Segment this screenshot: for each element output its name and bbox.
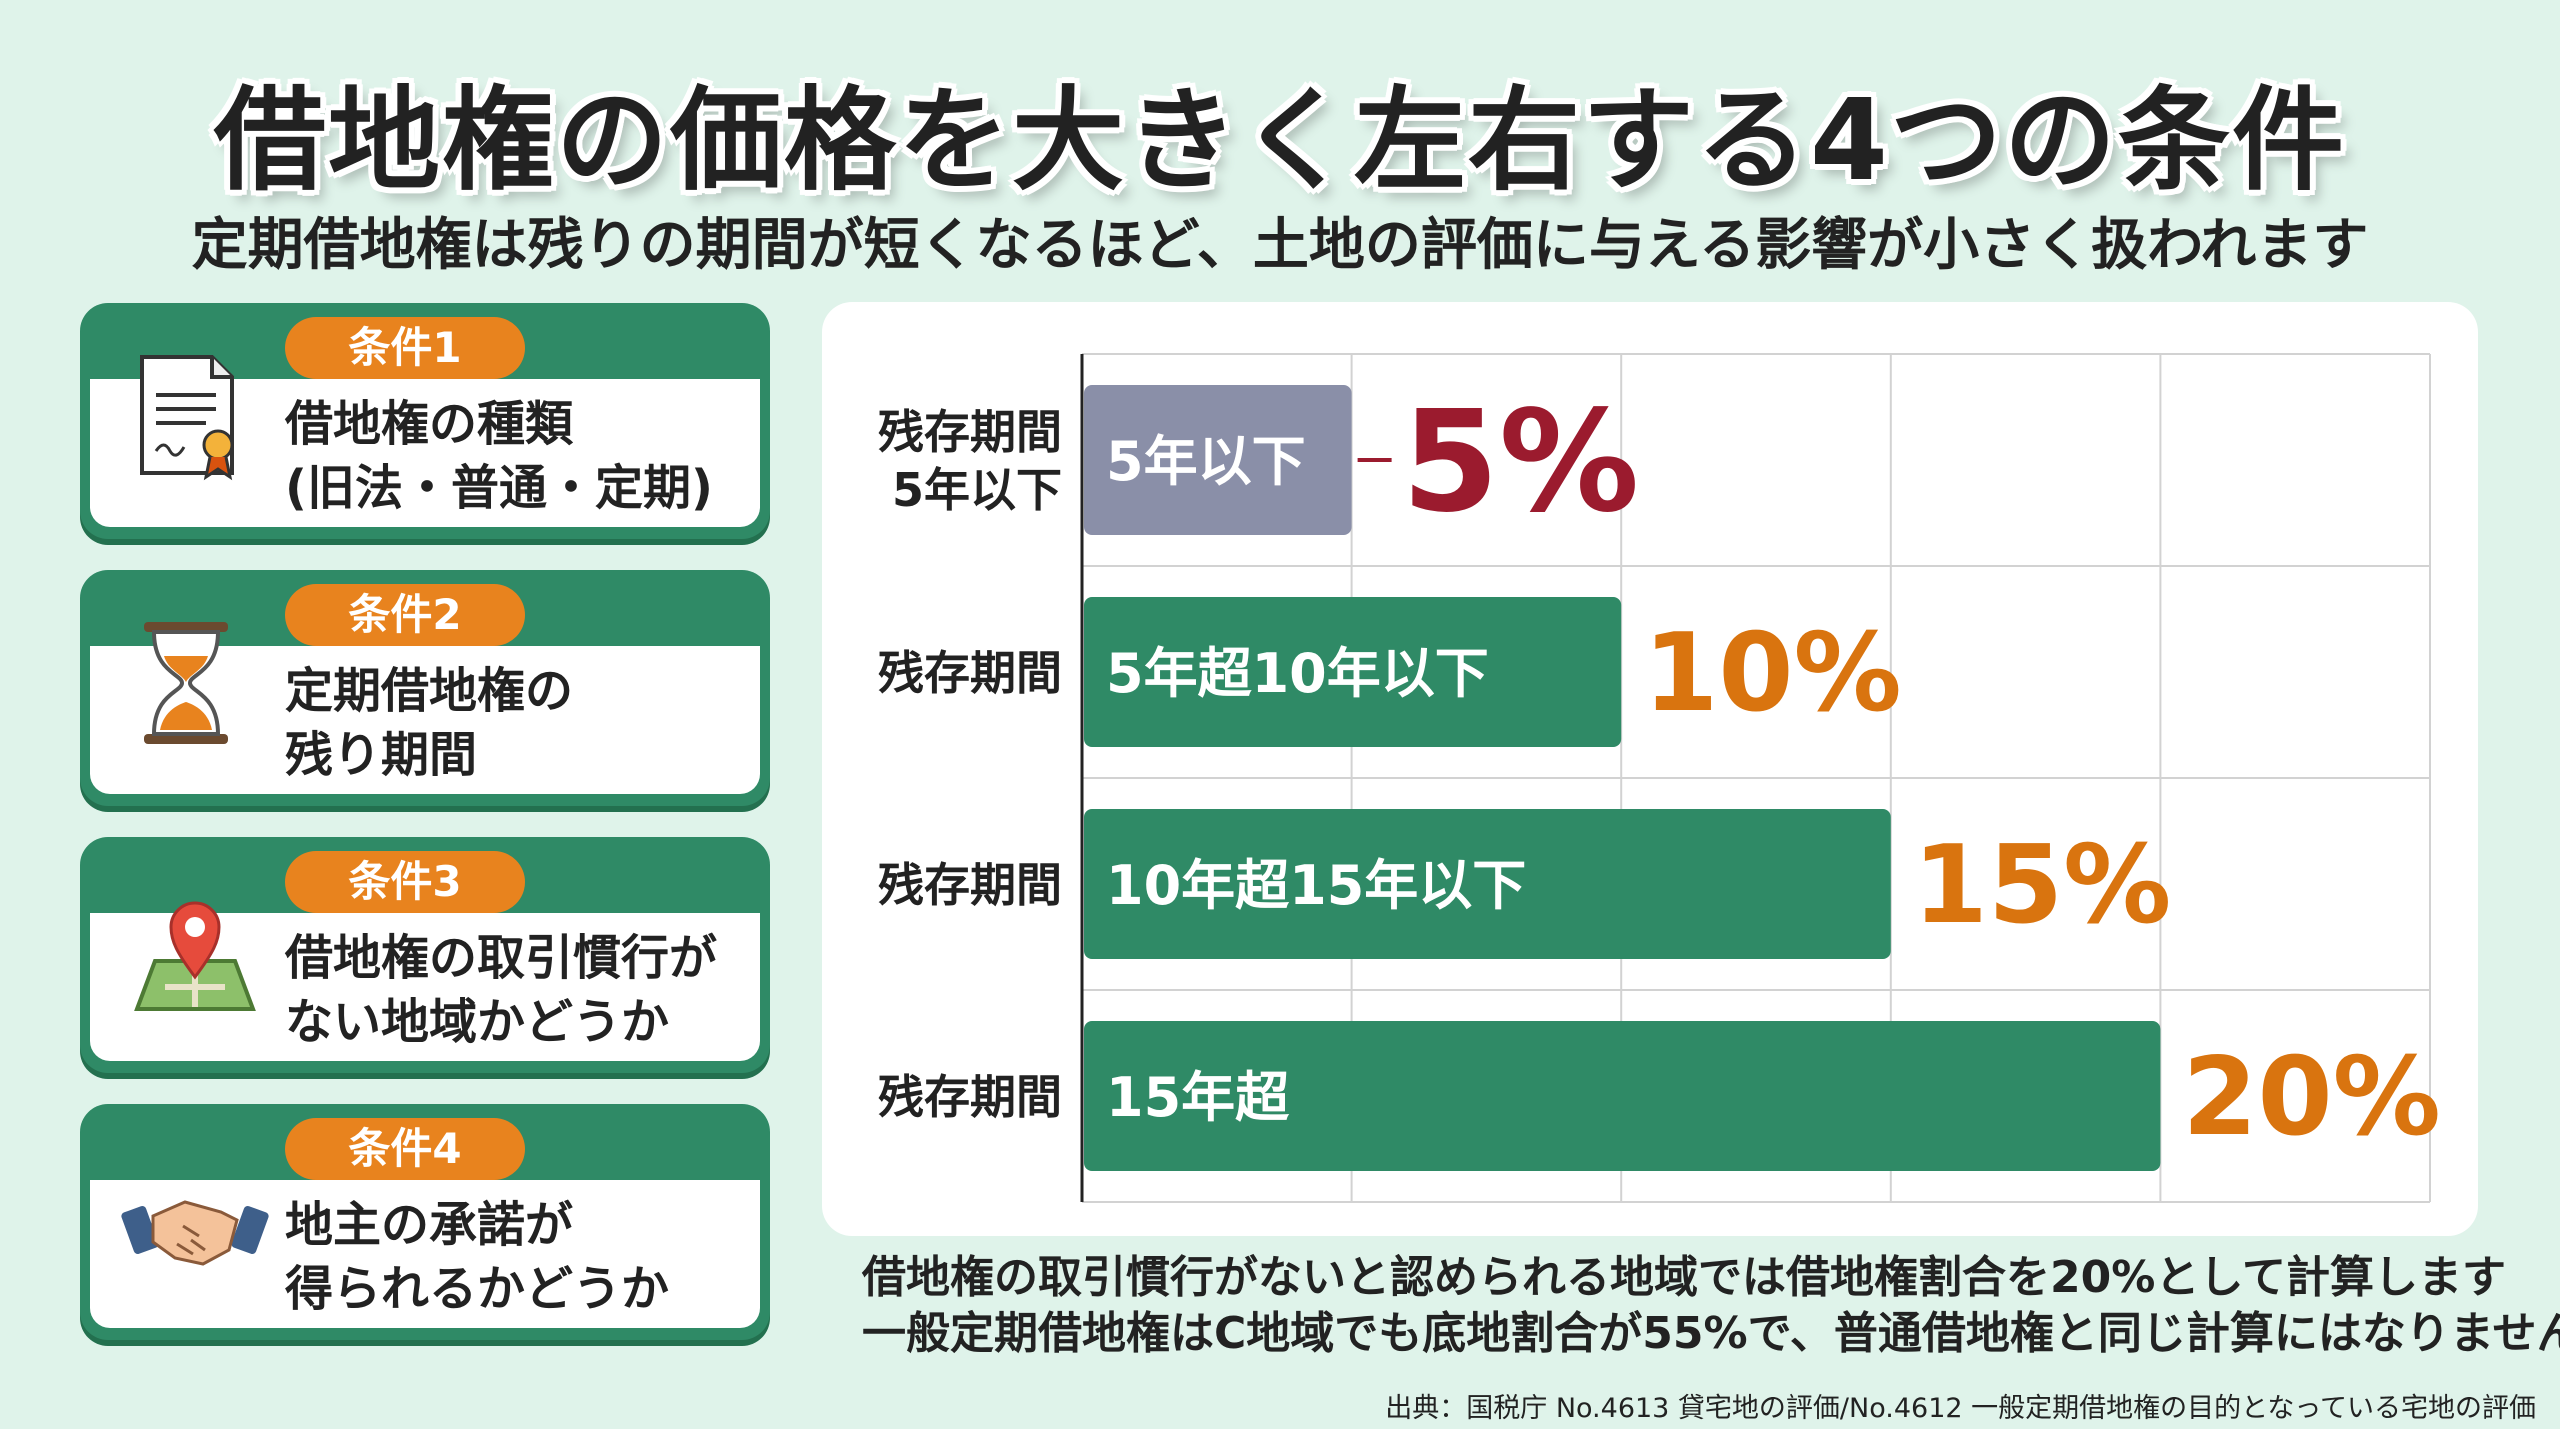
bar: [1084, 1021, 2161, 1171]
source-credit: 出典：国税庁 No.4613 貸宅地の評価/No.4612 一般定期借地権の目的…: [1385, 1393, 2536, 1424]
category-label: 5年以下: [892, 463, 1062, 517]
condition-line1: 借地権の取引慣行が: [285, 930, 718, 986]
certificate-icon: [140, 355, 234, 481]
category-label: 残存期間: [878, 646, 1062, 700]
condition-line2: (旧法・普通・定期): [285, 460, 713, 516]
value-label: 10%: [1643, 611, 1902, 736]
bar-label: 5年以下: [1106, 430, 1306, 493]
value-label: 20%: [2182, 1035, 2441, 1160]
bar-label: 15年超: [1106, 1066, 1290, 1129]
note-1: 借地権の取引慣行がないと認められる地域では借地権割合を20%として計算します: [862, 1252, 2506, 1303]
condition-card-3: 条件3 借地権の取引慣行が ない地域かどうか: [80, 837, 770, 1073]
condition-card-2: 条件2 定期借地権の 残り期間: [80, 570, 770, 806]
hourglass-icon: [144, 622, 228, 744]
map-pin-icon: [134, 901, 256, 1011]
condition-card-4: 条件4 地主の承諾が 得られるかどうか: [80, 1104, 770, 1340]
condition-line1: 借地権の種類: [285, 396, 574, 452]
condition-line2: ない地域かどうか: [285, 994, 670, 1050]
condition-card-1: 条件1 借地権の種類 (旧法・普通・定期): [80, 303, 770, 539]
value-label: 15%: [1913, 823, 2172, 948]
category-label: 残存期間: [878, 1070, 1062, 1124]
note-2: 一般定期借地権はC地域でも底地割合が55%で、普通借地権と同じ計算にはなりません: [862, 1308, 2560, 1359]
condition-badge: 条件3: [285, 851, 525, 913]
category-label: 残存期間: [878, 405, 1062, 459]
value-label: 5%: [1402, 381, 1640, 544]
bar-label: 5年超10年以下: [1106, 642, 1489, 705]
condition-line1: 地主の承諾が: [285, 1197, 574, 1253]
category-label: 残存期間: [878, 858, 1062, 912]
bar: [1084, 385, 1352, 535]
chart-panel: 残存期間 5年以下 5年以下 5% 残存期間 5年超10年以下 10% 残存期間 10年超15年…: [822, 302, 2478, 1236]
condition-badge: 条件2: [285, 584, 525, 646]
condition-badge: 条件1: [285, 317, 525, 379]
bar: [1084, 597, 1622, 747]
condition-badge: 条件4: [285, 1118, 525, 1180]
page-title: 借地権の価格を大きく左右する4つの条件: [214, 76, 2346, 206]
page-subtitle: 定期借地権は残りの期間が短くなるほど、土地の評価に与える影響が小さく扱われます: [191, 213, 2369, 278]
condition-line2: 残り期間: [285, 727, 478, 783]
notes: 借地権の取引慣行がないと認められる地域では借地権割合を20%として計算します 一…: [862, 1250, 2560, 1362]
condition-line1: 定期借地権の: [285, 663, 574, 719]
condition-line2: 得られるかどうか: [285, 1261, 670, 1317]
bar-label: 10年超15年以下: [1106, 854, 1526, 917]
bar: [1084, 809, 1891, 959]
handshake-icon: [121, 1200, 269, 1266]
